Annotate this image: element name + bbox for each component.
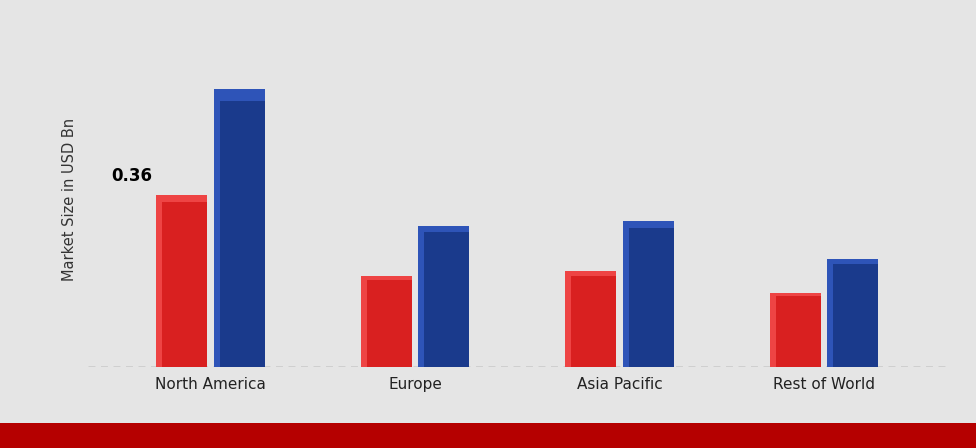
Bar	[623, 221, 673, 228]
Bar	[361, 276, 367, 367]
Bar	[565, 271, 617, 367]
Bar	[156, 194, 162, 367]
Bar	[770, 293, 821, 367]
Bar	[565, 271, 572, 367]
Bar	[418, 226, 469, 232]
Bar	[770, 293, 821, 296]
Bar	[214, 89, 220, 367]
Bar	[156, 194, 208, 367]
Bar	[770, 293, 776, 367]
Text: 0.36: 0.36	[111, 167, 152, 185]
Bar	[361, 276, 412, 367]
Bar	[418, 226, 425, 367]
Bar	[827, 259, 834, 367]
Bar	[827, 259, 878, 367]
Bar	[827, 259, 878, 264]
Bar	[623, 221, 673, 367]
Bar	[156, 194, 208, 202]
Bar	[214, 89, 264, 367]
Bar	[623, 221, 629, 367]
Bar	[361, 276, 412, 280]
Bar	[214, 89, 264, 102]
Bar	[565, 271, 617, 276]
Y-axis label: Market Size in USD Bn: Market Size in USD Bn	[61, 118, 77, 281]
Bar	[418, 226, 469, 367]
